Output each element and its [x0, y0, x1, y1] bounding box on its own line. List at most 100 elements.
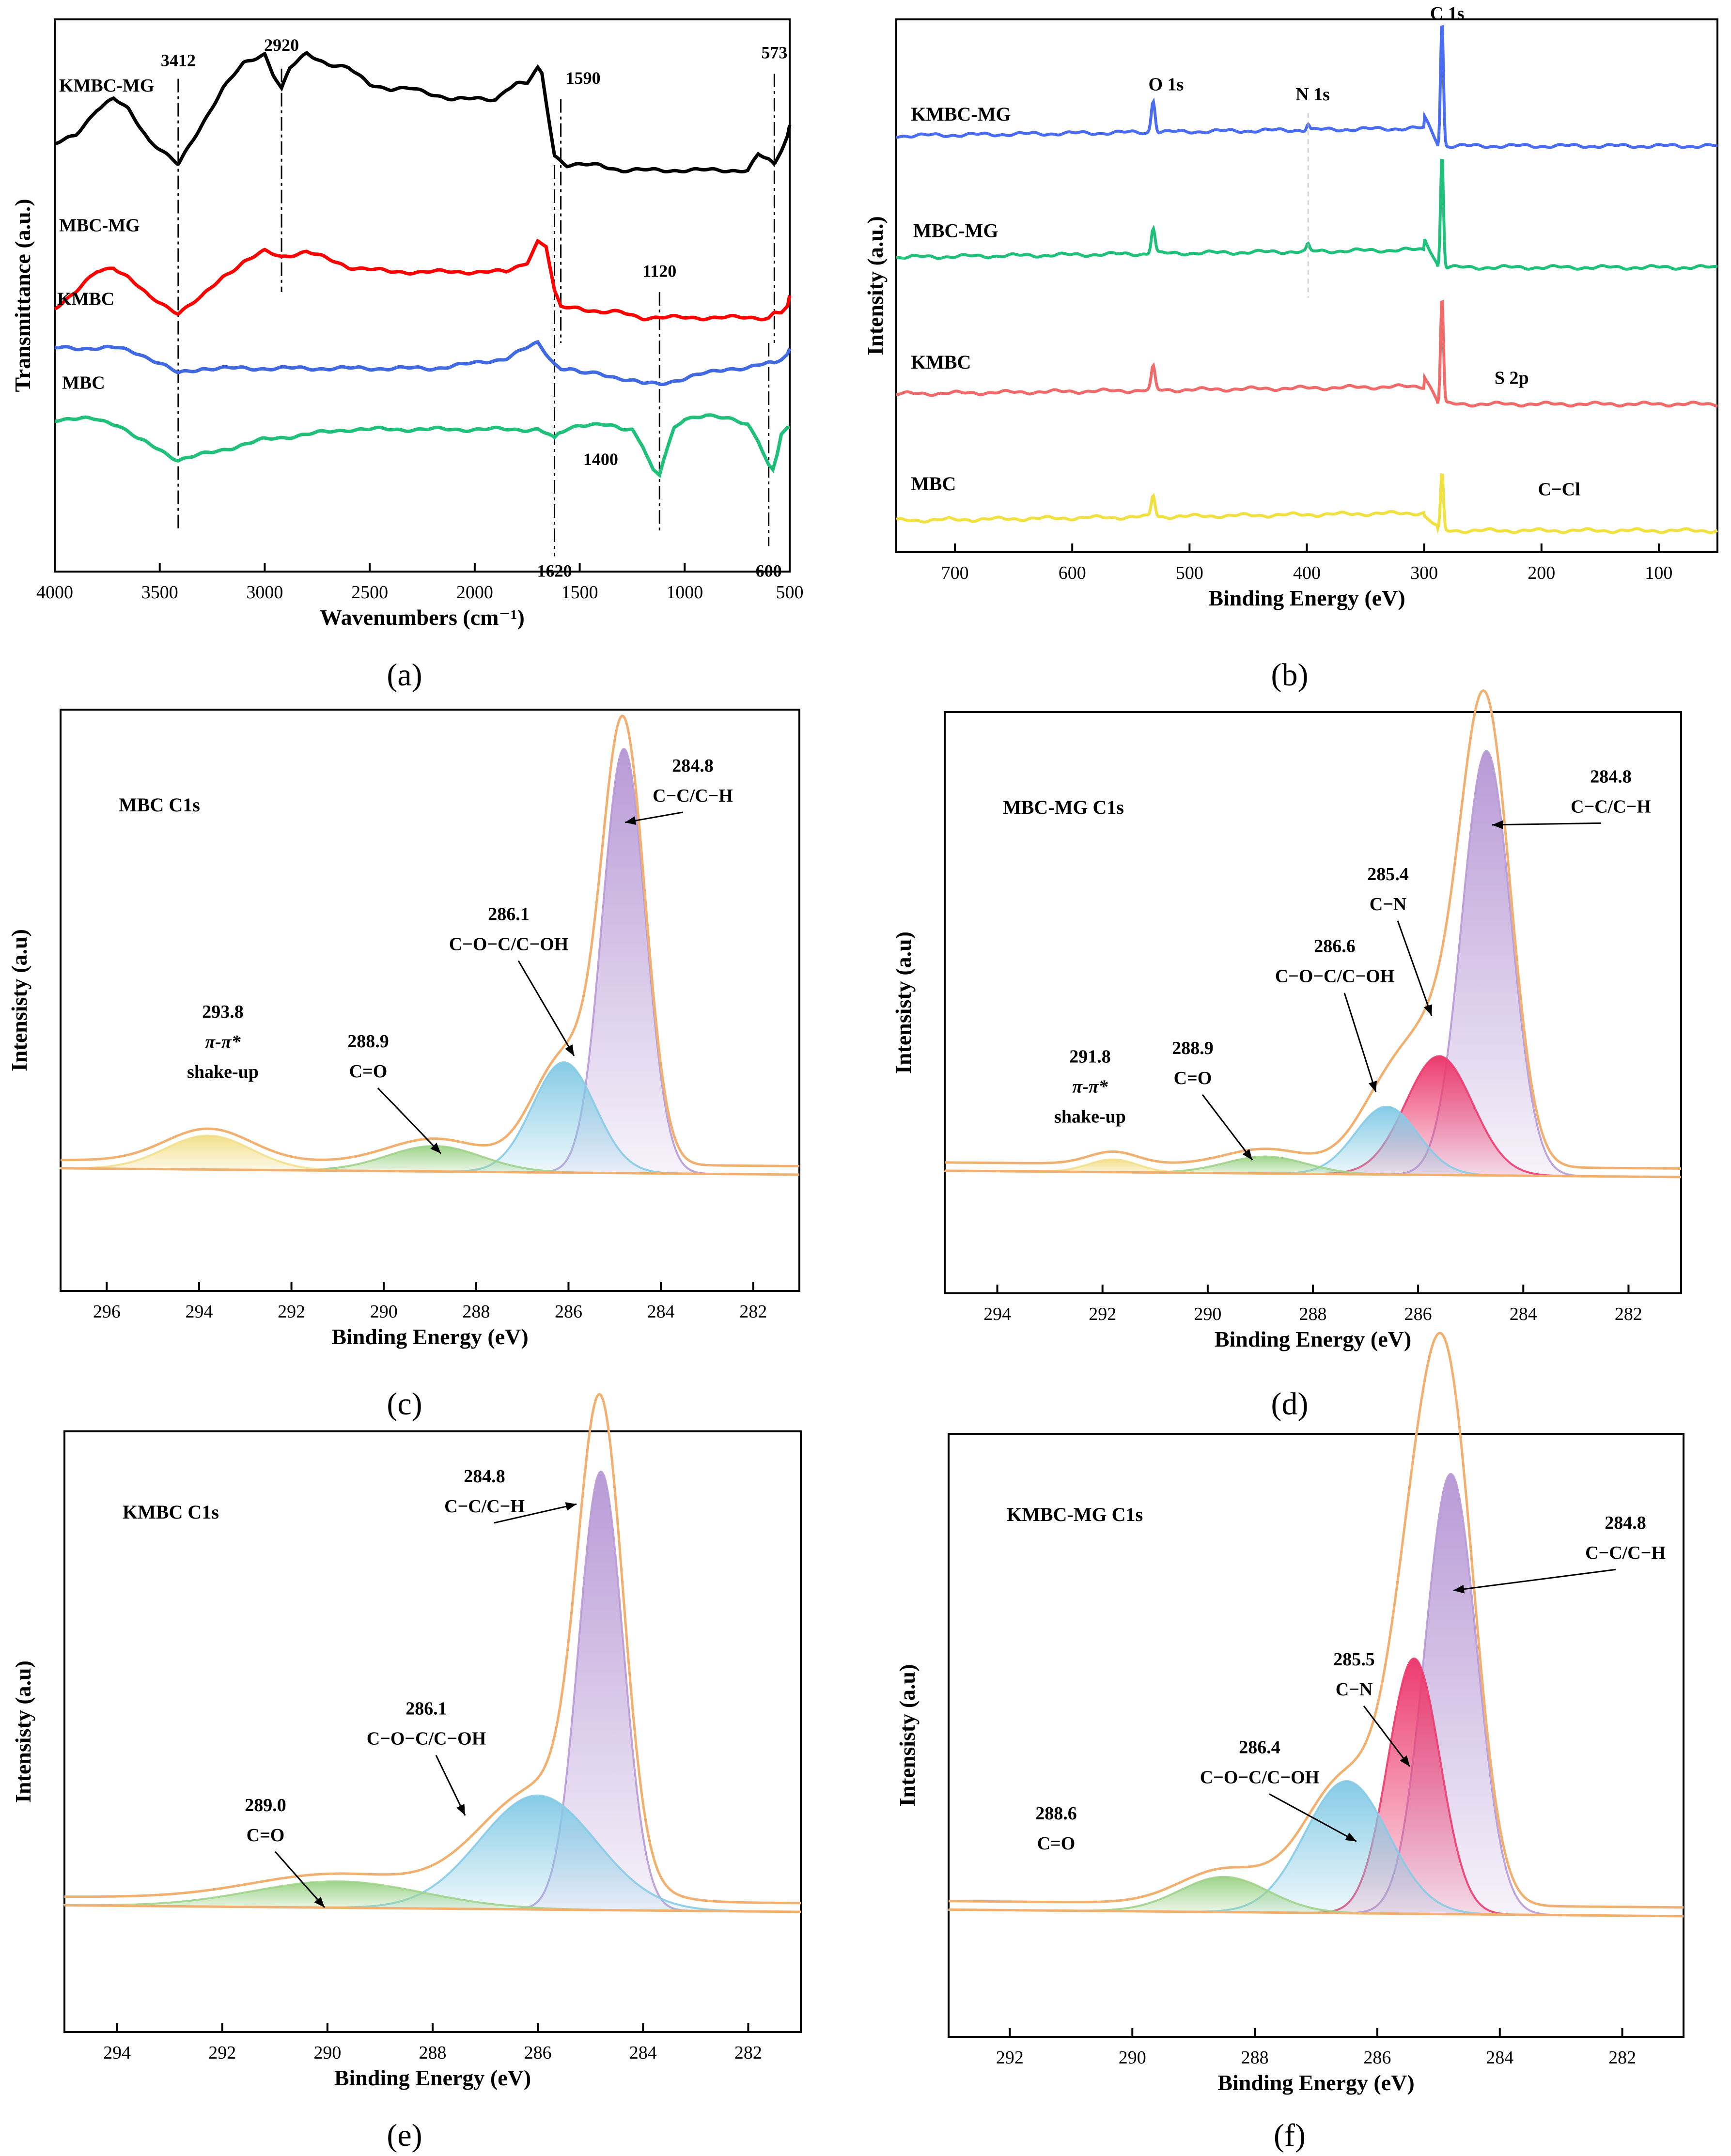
- arrow-head: [565, 1502, 577, 1511]
- arrow-head: [1345, 1832, 1357, 1842]
- label-arrow: [1397, 920, 1433, 1016]
- peak-label: 285.4: [1367, 864, 1409, 884]
- x-tick-label: 284: [629, 2043, 657, 2063]
- peak-label: C−N: [1336, 1679, 1373, 1700]
- x-tick-label: 292: [208, 2043, 236, 2063]
- x-tick-label: 288: [462, 1302, 490, 1322]
- envelope-line: [61, 714, 799, 1167]
- chart-title: MBC-MG C1s: [1003, 796, 1124, 818]
- peak-label: π-π*: [205, 1032, 241, 1052]
- series-label: KMBC: [911, 351, 971, 373]
- x-tick-label: 290: [313, 2043, 341, 2063]
- chart-panel-b: 700 600 500 400 300 200 100 Binding Energy (eV)…: [863, 3, 1718, 693]
- arrow-head: [625, 816, 637, 825]
- peak-label: 600: [756, 561, 782, 580]
- panel-label: (e): [387, 2118, 422, 2153]
- x-tick-label: 500: [776, 582, 804, 603]
- series-line: [54, 340, 792, 387]
- peak-label: S 2p: [1495, 368, 1529, 388]
- series-label: KMBC-MG: [59, 76, 154, 96]
- fit-peak: [63, 1470, 801, 1913]
- arrow-head: [565, 1044, 574, 1056]
- y-axis-label: Intensisty (a.u): [891, 931, 916, 1074]
- arrow-head: [430, 1143, 441, 1154]
- envelope-line: [945, 689, 1681, 1170]
- chart-panel-f: 292 290 288 286 284 282 Binding Energy (eV) Int…: [895, 1332, 1684, 2153]
- x-tick-label: 2000: [456, 582, 493, 603]
- arrow-head: [1492, 820, 1503, 829]
- label-arrow: [1363, 1706, 1411, 1767]
- x-axis-label: Binding Energy (eV): [1217, 2070, 1414, 2095]
- chart-panel-d: 294 292 290 288 286 284 282 Binding Energy (eV)…: [891, 689, 1682, 1422]
- chart-title: KMBC-MG C1s: [1007, 1504, 1143, 1525]
- peak-label: 293.8: [202, 1002, 244, 1022]
- arrow-head: [1453, 1584, 1465, 1594]
- peak-label: O 1s: [1148, 74, 1184, 94]
- peak-label: 286.4: [1239, 1737, 1280, 1758]
- plot-frame: [948, 1433, 1684, 2038]
- y-axis-label: Intensity (a.u.): [863, 216, 888, 356]
- label-arrow: [435, 1755, 466, 1816]
- x-tick-label: 282: [1608, 2047, 1636, 2068]
- x-tick-label: 288: [1299, 1304, 1327, 1324]
- peak-label: 1620: [537, 561, 572, 580]
- series-line: [896, 299, 1718, 408]
- series-line: [896, 158, 1718, 271]
- peak-label: C 1s: [1430, 3, 1465, 24]
- label-arrow: [1269, 1793, 1357, 1842]
- peak-label: C=O: [349, 1061, 388, 1082]
- arrow-head: [456, 1804, 465, 1815]
- y-axis-label: Transmittance (a.u.): [10, 199, 35, 392]
- arrow-head: [1400, 1755, 1410, 1767]
- peak-label: 284.8: [672, 756, 714, 776]
- panel-label: (c): [387, 1386, 422, 1422]
- x-tick-label: 288: [419, 2043, 447, 2063]
- x-tick-label: 282: [739, 1302, 767, 1322]
- x-tick-label: 1500: [561, 582, 598, 603]
- peak-label: C−C/C−H: [444, 1496, 525, 1517]
- x-axis-label: Binding Energy (eV): [334, 2065, 531, 2090]
- peak-label: 1590: [566, 68, 601, 88]
- x-tick-label: 200: [1528, 563, 1555, 583]
- series-label: MBC-MG: [913, 219, 998, 241]
- label-arrow: [1492, 822, 1602, 826]
- panel-label: (b): [1271, 657, 1309, 693]
- envelope-line: [64, 1393, 801, 1905]
- label-arrow: [1201, 1094, 1253, 1161]
- envelope-line: [948, 1332, 1684, 1909]
- baseline-line: [944, 1169, 1682, 1179]
- x-tick-label: 286: [524, 2043, 552, 2063]
- peak-label: C−O−C/C−OH: [1200, 1768, 1320, 1788]
- peak-label: C−O−C/C−OH: [367, 1729, 486, 1749]
- label-arrow: [1343, 993, 1377, 1093]
- x-tick-label: 284: [1486, 2047, 1513, 2068]
- chart-panel-c: 296 294 292 290 288 286 284 282 Binding Energy (…: [7, 709, 800, 1422]
- label-arrow: [274, 1851, 326, 1908]
- peak-label: 2920: [264, 35, 299, 55]
- peak-label: shake-up: [1054, 1106, 1126, 1127]
- chart-panel-e: 294 292 290 288 286 284 282 Binding Energy (eV)…: [11, 1393, 802, 2153]
- x-tick-label: 3000: [246, 582, 283, 603]
- series-line: [54, 413, 790, 479]
- x-tick-label: 300: [1410, 563, 1438, 583]
- x-tick-label: 290: [1119, 2047, 1146, 2068]
- x-tick-label: 288: [1241, 2047, 1269, 2068]
- series-line: [54, 238, 792, 322]
- series-label: MBC: [62, 372, 105, 393]
- series-line: [54, 50, 792, 173]
- x-tick-label: 600: [1059, 563, 1086, 583]
- label-arrow: [494, 1503, 577, 1524]
- plot-frame: [54, 18, 791, 573]
- series-line: [895, 473, 1718, 534]
- x-tick-label: 286: [1404, 1304, 1432, 1324]
- baseline-line: [948, 1908, 1684, 1918]
- x-tick-label: 292: [278, 1302, 305, 1322]
- peak-label: C−C/C−H: [653, 786, 733, 806]
- baseline-line: [60, 1167, 800, 1176]
- peak-label: 291.8: [1069, 1046, 1111, 1067]
- x-tick-label: 1000: [666, 582, 703, 603]
- peak-label: N 1s: [1295, 84, 1330, 105]
- chart-title: KMBC C1s: [123, 1501, 219, 1523]
- peak-label: π-π*: [1072, 1076, 1108, 1097]
